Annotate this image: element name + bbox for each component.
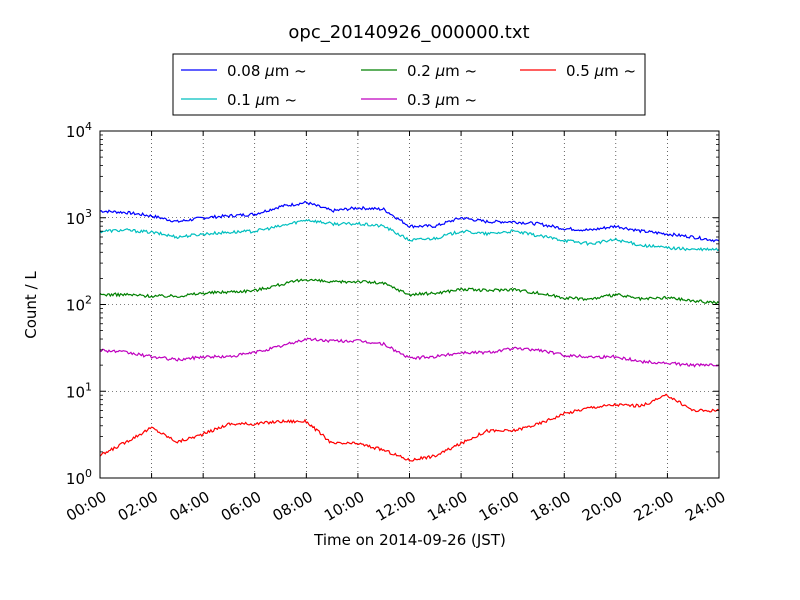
x-tick-label: 10:00 — [321, 488, 367, 525]
x-axis-label: Time on 2014-09-26 (JST) — [313, 531, 506, 549]
chart-title: opc_20140926_000000.txt — [288, 22, 529, 43]
x-tick-label: 22:00 — [631, 488, 677, 525]
grid — [100, 131, 719, 478]
y-tick-label: 104 — [66, 120, 92, 141]
x-tick-label: 12:00 — [373, 488, 419, 525]
legend-label: 0.1 μm ~ — [227, 91, 297, 109]
series-line — [99, 218, 720, 252]
legend-item: 0.2 μm ~ — [361, 62, 477, 80]
x-tick-label: 02:00 — [115, 488, 161, 525]
legend-item: 0.08 μm ~ — [181, 62, 307, 80]
series-layer — [99, 200, 720, 462]
legend: 0.08 μm ~ 0.1 μm ~ 0.2 μm ~ 0.3 μm ~ 0.5 μm … — [172, 53, 646, 116]
y-tick-label: 103 — [66, 207, 92, 228]
series-line — [99, 200, 720, 243]
x-tick-labels: 00:00 02:00 04:00 06:00 08:00 10:00 12:00 14:00… — [63, 488, 728, 525]
x-tick-label: 08:00 — [269, 488, 315, 525]
x-tick-label: 20:00 — [579, 488, 625, 525]
legend-label: 0.3 μm ~ — [407, 91, 477, 109]
legend-label: 0.5 μm ~ — [566, 62, 636, 80]
series-line — [99, 278, 720, 305]
y-tick-label: 102 — [66, 294, 92, 315]
y-tick-label: 101 — [66, 380, 92, 401]
ticks — [99, 130, 720, 479]
x-tick-label: 06:00 — [218, 488, 264, 525]
legend-item: 0.5 μm ~ — [520, 62, 636, 80]
series-line — [99, 337, 720, 368]
x-tick-label: 18:00 — [527, 488, 573, 525]
legend-item: 0.3 μm ~ — [361, 91, 477, 109]
legend-label: 0.08 μm ~ — [227, 62, 307, 80]
x-tick-label: 16:00 — [476, 488, 522, 525]
series-line — [99, 393, 720, 462]
y-tick-labels: 100 101 102 103 104 — [66, 120, 92, 488]
y-tick-label: 100 — [66, 467, 92, 488]
legend-box — [172, 53, 646, 116]
x-tick-label: 00:00 — [63, 488, 109, 525]
legend-item: 0.1 μm ~ — [181, 91, 297, 109]
x-tick-label: 24:00 — [682, 488, 728, 525]
legend-label: 0.2 μm ~ — [407, 62, 477, 80]
y-axis-label: Count / L — [22, 271, 40, 339]
x-tick-label: 14:00 — [424, 488, 470, 525]
x-tick-label: 04:00 — [166, 488, 212, 525]
